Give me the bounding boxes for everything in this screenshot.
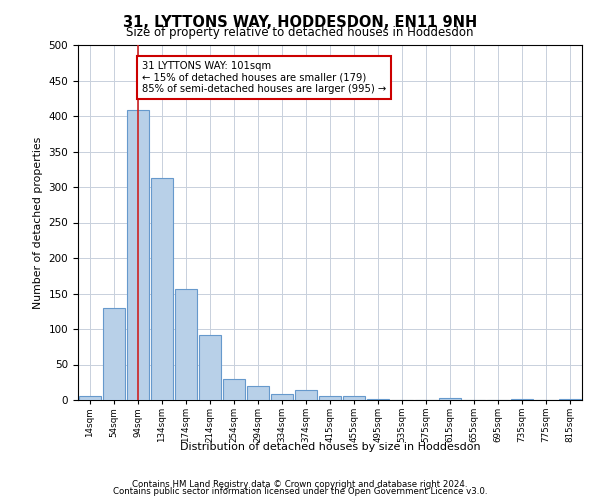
- Text: 31 LYTTONS WAY: 101sqm
← 15% of detached houses are smaller (179)
85% of semi-de: 31 LYTTONS WAY: 101sqm ← 15% of detached…: [142, 60, 386, 94]
- Bar: [271, 394, 293, 400]
- Text: Distribution of detached houses by size in Hoddesdon: Distribution of detached houses by size …: [179, 442, 481, 452]
- Bar: [223, 378, 245, 400]
- Text: Contains public sector information licensed under the Open Government Licence v3: Contains public sector information licen…: [113, 488, 487, 496]
- Bar: [175, 288, 197, 400]
- Bar: [151, 178, 173, 400]
- Bar: [367, 398, 389, 400]
- Bar: [127, 110, 149, 400]
- Bar: [439, 398, 461, 400]
- Text: Contains HM Land Registry data © Crown copyright and database right 2024.: Contains HM Land Registry data © Crown c…: [132, 480, 468, 489]
- Bar: [247, 386, 269, 400]
- Bar: [511, 398, 533, 400]
- Bar: [79, 396, 101, 400]
- Bar: [343, 396, 365, 400]
- Bar: [319, 396, 341, 400]
- Bar: [559, 398, 581, 400]
- Bar: [103, 308, 125, 400]
- Text: Size of property relative to detached houses in Hoddesdon: Size of property relative to detached ho…: [126, 26, 474, 39]
- Text: 31, LYTTONS WAY, HODDESDON, EN11 9NH: 31, LYTTONS WAY, HODDESDON, EN11 9NH: [123, 15, 477, 30]
- Y-axis label: Number of detached properties: Number of detached properties: [33, 136, 43, 308]
- Bar: [199, 334, 221, 400]
- Bar: [295, 390, 317, 400]
